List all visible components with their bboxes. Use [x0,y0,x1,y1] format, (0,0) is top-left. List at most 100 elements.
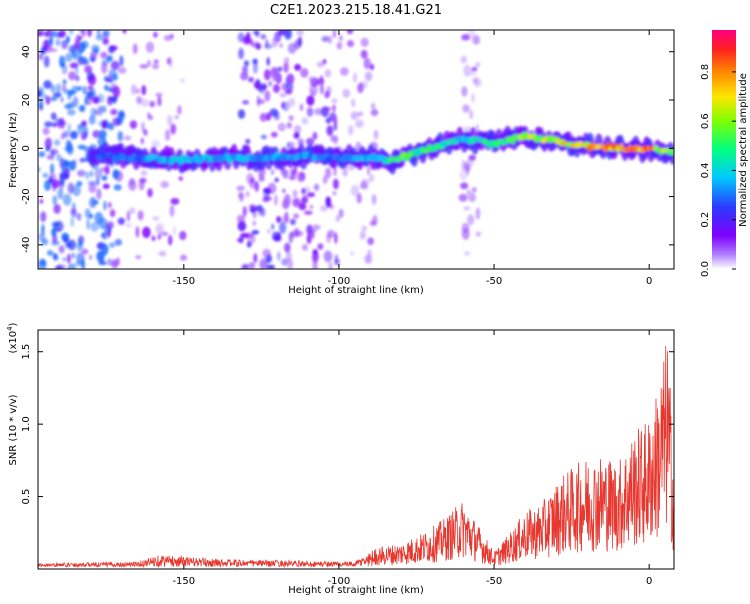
spectrogram-noise-cell [60,97,64,103]
snr-x-tick-label: -50 [486,576,502,587]
spectrogram-noise-cell [471,67,478,72]
spectrogram-noise-cell [38,53,44,61]
spectrogram-noise-cell [52,226,57,238]
spectrogram-noise-cell [252,62,258,74]
spectrogram-noise-cell [298,139,305,145]
spectrogram-noise-cell [327,229,335,239]
spectrogram-noise-cell [330,203,334,210]
spectrogram-noise-cell [59,172,63,180]
spectrogram-noise-cell [82,59,90,66]
spectrogram-noise-cell [70,208,77,215]
spectrogram-noise-cell [140,137,144,145]
spectrogram-noise-cell [96,250,105,262]
spectrogram-noise-cell [152,216,160,221]
spectrogram-noise-cell [101,175,108,181]
spectrogram-noise-cell [293,125,302,134]
spectrogram-noise-cell [332,191,337,196]
spectrogram-noise-cell [63,236,70,243]
spectrogram-noise-cell [104,84,109,91]
spectrogram-noise-cell [63,167,70,180]
spectrogram-noise-cell [277,251,281,261]
spectrogram-noise-cell [76,180,83,187]
spectrogram-marks [38,30,674,269]
spectrogram-noise-cell [129,120,138,129]
spectrogram-noise-cell [87,180,97,186]
spectrogram-noise-cell [158,250,167,257]
spectrogram-noise-cell [325,106,332,111]
spectrogram-noise-cell [254,180,259,192]
spectrogram-noise-cell [462,104,470,113]
spectrogram-noise-cell [351,98,356,108]
spectrogram-noise-cell [170,123,177,135]
spectrogram-noise-cell [104,165,110,175]
spectrogram-noise-cell [268,80,272,87]
spectrogram-noise-cell [89,57,96,62]
spectrogram-noise-cell [324,90,330,99]
spectrogram-noise-cell [475,231,482,237]
spectrogram-noise-cell [237,221,247,232]
spectrogram-noise-cell [112,169,120,180]
spectrogram-noise-cell [357,82,364,94]
spectrogram-noise-cell [319,205,328,212]
spectrogram-noise-cell [117,131,124,142]
spectrogram-noise-cell [46,154,52,160]
spectrogram-noise-cell [332,104,336,113]
spectrogram-noise-cell [65,52,73,62]
spectrogram-noise-cell [46,30,53,34]
spectrogram-noise-cell [147,114,154,121]
spectrogram-noise-cell [69,30,74,35]
spectrogram-noise-cell [62,257,67,262]
spectrogram-noise-cell [306,95,315,106]
spectrogram-noise-cell [112,72,118,81]
spectrogram-noise-cell [157,233,161,240]
spectrogram-noise-cell [59,178,65,190]
spectrogram-y-tick-label: -40 [21,237,32,253]
spectrogram-noise-cell [245,138,251,144]
spectrogram-noise-cell [109,96,118,102]
spectrogram-noise-cell [68,71,77,81]
colorbar-ticks: 0.0 0.2 0.4 0.6 0.8 [700,64,736,277]
spectrogram-noise-cell [51,179,61,189]
spectrogram-noise-cell [43,55,50,68]
spectrogram-noise-cell [323,250,333,263]
spectrogram-noise-cell [101,119,107,129]
spectrogram-noise-cell [259,112,268,122]
spectrogram-noise-cell [472,77,479,85]
spectrogram-y-tick-label: 20 [21,94,32,107]
spectrogram-noise-cell [260,34,267,40]
spectrogram-noise-cell [309,204,313,210]
spectrogram-noise-cell [98,129,107,139]
spectrogram-noise-cell [39,199,44,204]
spectrogram-noise-cell [60,133,66,140]
spectrogram-noise-cell [53,139,61,146]
spectrogram-noise-cell [332,30,337,39]
snr-y-tick-label: 1.5 [21,344,32,360]
spectrogram-x-tick-label: 0 [646,276,652,287]
spectrogram-noise-cell [256,95,261,107]
spectrogram-noise-cell [62,264,66,269]
spectrogram-noise-cell [92,48,100,54]
spectrogram-noise-cell [106,221,114,230]
colorbar-label: Normalized spectral amplitude [738,73,749,227]
spectrogram-noise-cell [286,73,295,85]
spectrogram-noise-cell [122,30,127,34]
snr-x-tick-label: -100 [328,576,351,587]
spectrogram-noise-cell [112,85,121,98]
spectrogram-noise-cell [84,65,93,74]
spectrogram-noise-cell [277,30,284,36]
spectrogram-noise-cell [100,232,106,238]
spectrogram-noise-cell [334,258,341,266]
spectrogram-noise-cell [147,188,153,198]
spectrogram-noise-cell [40,211,47,223]
spectrogram-noise-cell [461,86,468,97]
spectrogram-noise-cell [41,238,49,246]
spectrogram-noise-cell [49,96,58,102]
spectrogram-noise-cell [145,41,155,53]
spectrogram-noise-cell [316,61,325,68]
spectrogram-noise-cell [87,74,97,86]
spectrogram-noise-cell [297,36,302,47]
spectrogram-noise-cell [350,111,359,120]
spectrogram-noise-cell [348,125,354,136]
spectrogram-panel: -150 -100 -50 0 -40 -20 0 20 40 Height of strai… [8,29,675,296]
spectrogram-noise-cell [87,85,94,90]
